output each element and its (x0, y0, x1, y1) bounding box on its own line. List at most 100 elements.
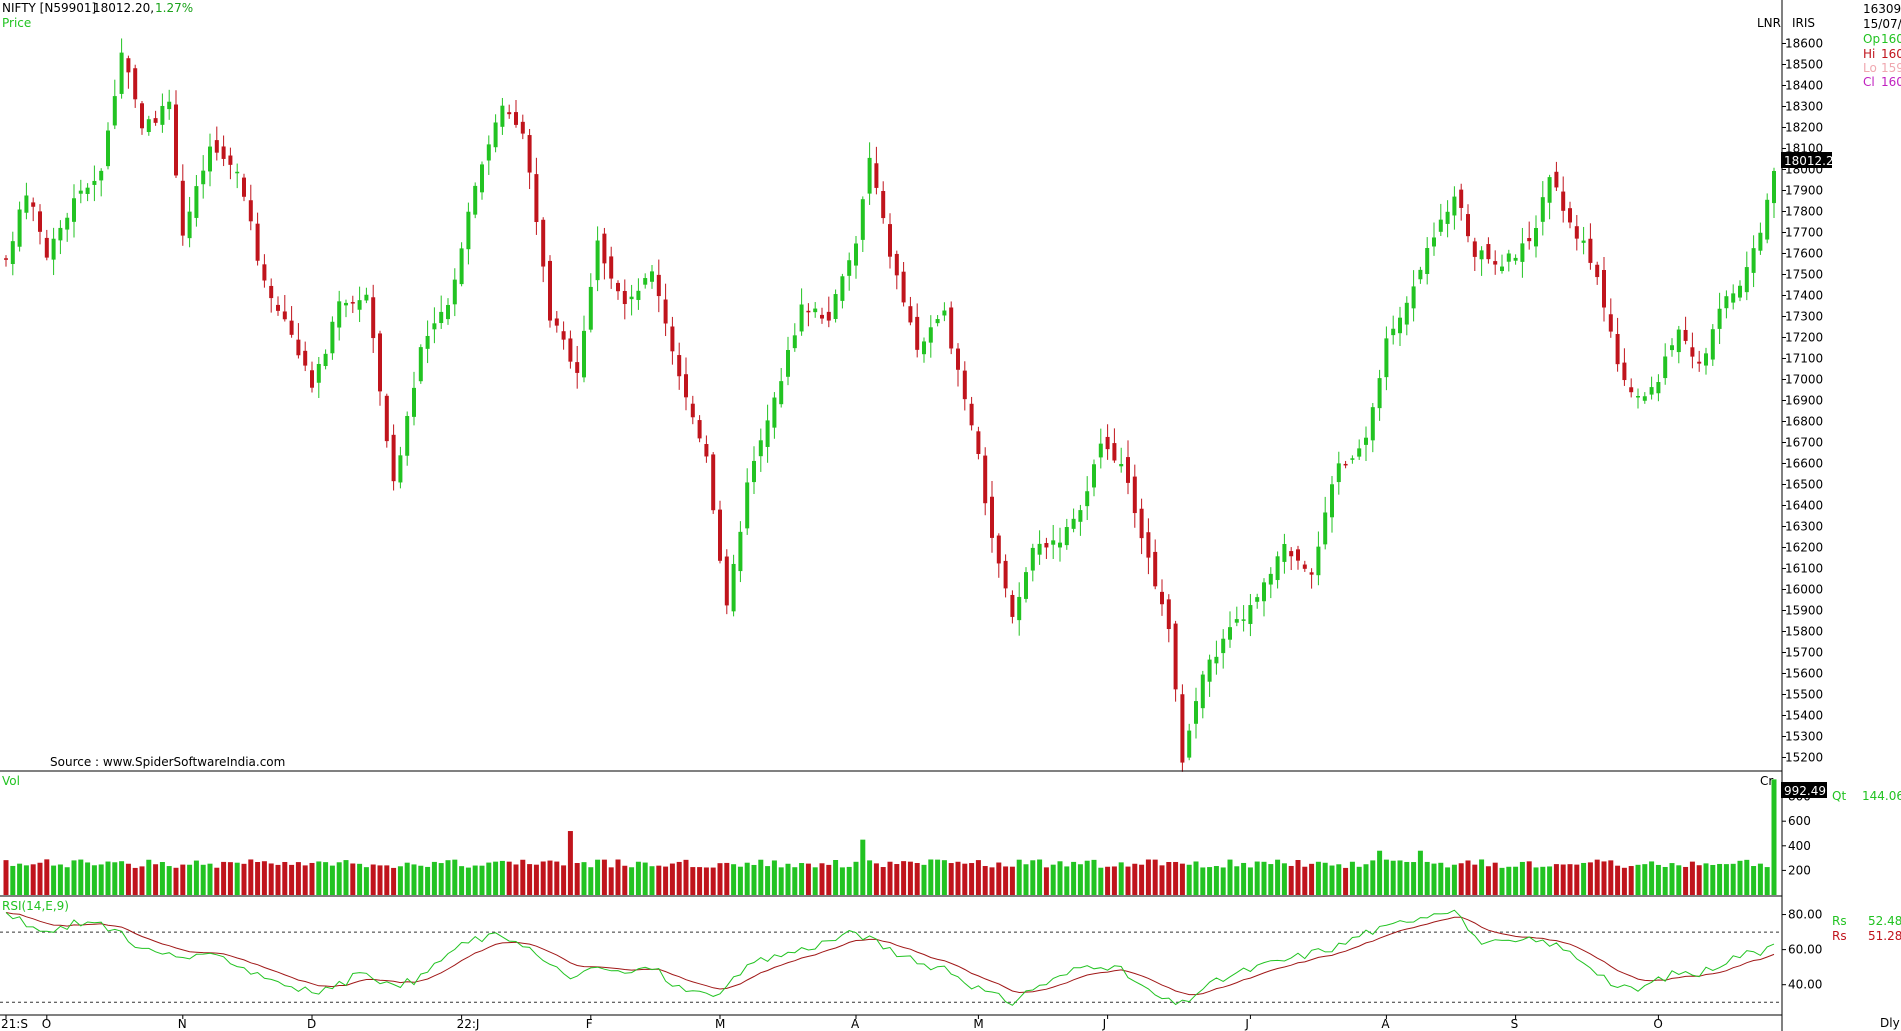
candle-body (146, 119, 151, 133)
volume-bar (506, 861, 512, 895)
volume-bar (173, 867, 179, 895)
iris-tag[interactable]: IRIS (1792, 16, 1815, 30)
candle-body (466, 211, 471, 250)
candle-body (446, 304, 450, 320)
lnr-tag[interactable]: LNR (1757, 16, 1781, 30)
candle-body (282, 311, 287, 320)
candle-body (1513, 257, 1518, 261)
volume-bar (1499, 867, 1505, 895)
candle-body (201, 170, 206, 185)
candle-body (1370, 407, 1375, 441)
qt-value: 144.06 (1862, 789, 1901, 803)
volume-bar (91, 865, 97, 895)
candle-body (1588, 238, 1593, 263)
candle-body (588, 286, 593, 330)
volume-bar (180, 864, 186, 895)
candle-body (1391, 328, 1396, 336)
candle-body (1486, 244, 1491, 260)
volume-bar (1411, 862, 1417, 895)
volume-bar (717, 863, 723, 895)
candle-body (1105, 436, 1110, 450)
volume-bar (792, 867, 798, 895)
candle-body (405, 416, 410, 456)
volume-bar (200, 864, 206, 895)
price-tick-label: 17800 (1785, 205, 1823, 219)
volume-bar (533, 864, 539, 895)
volume-bar (941, 860, 947, 895)
volume-bar (574, 863, 580, 895)
volume-bar (1322, 862, 1328, 895)
price-tick-label: 16900 (1785, 394, 1823, 408)
candle-body (1710, 329, 1715, 360)
volume-bar (1383, 859, 1389, 895)
volume-bar (1417, 850, 1423, 895)
volume-bar (1166, 862, 1172, 895)
volume-bar (799, 863, 805, 895)
candle-body (935, 319, 940, 324)
volume-bar (785, 863, 791, 895)
candle-body (1003, 560, 1008, 589)
volume-bar (1451, 864, 1457, 895)
candle-body (833, 294, 838, 319)
candle-body (1153, 551, 1158, 587)
volume-bar (1118, 862, 1124, 895)
volume-bar (914, 863, 920, 895)
volume-bar (459, 866, 465, 895)
volume-bar (1336, 864, 1342, 895)
candle-body (786, 349, 790, 377)
candle-body (99, 170, 104, 181)
volume-bar (561, 865, 567, 895)
volume-bar (3, 860, 9, 895)
candle-body (17, 209, 22, 247)
volume-bar (1683, 866, 1689, 895)
volume-bar (1071, 861, 1077, 895)
candle-body (1459, 189, 1464, 208)
candle-body (1228, 627, 1232, 640)
candle-body (235, 171, 240, 174)
rsi-value: 52.48 (1868, 914, 1901, 928)
candle-body (1241, 619, 1246, 621)
volume-bar (295, 862, 301, 895)
time-tick-label: 22:J (457, 1017, 480, 1031)
candle-body (1044, 543, 1049, 548)
volume-bar (1479, 859, 1485, 895)
candle-body (1432, 237, 1436, 247)
candle-body (1438, 219, 1443, 232)
volume-bar (880, 867, 886, 895)
price-tick-label: 17600 (1785, 247, 1823, 261)
candle-body (1540, 197, 1545, 222)
time-tick-label: A (851, 1017, 860, 1031)
candle-body (1275, 556, 1280, 581)
period-label[interactable]: Dly (1880, 1016, 1900, 1030)
candle-body (1085, 491, 1090, 507)
candle-body (1119, 464, 1124, 467)
price-tick-label: 16200 (1785, 541, 1823, 555)
candle-body (609, 256, 614, 279)
candle-body (44, 237, 49, 258)
last-price-label: 18012.20, (93, 1, 154, 15)
candle-body (276, 304, 280, 311)
volume-bar (1730, 863, 1736, 895)
volume-bar (302, 865, 308, 895)
time-tick-label: S (1511, 1017, 1519, 1031)
volume-bar (343, 860, 349, 895)
volume-bar (1295, 859, 1301, 895)
volume-bar (57, 864, 63, 895)
volume-bar (1587, 862, 1593, 895)
volume-bar (1533, 867, 1539, 895)
candle-body (31, 202, 36, 207)
candle-body (643, 278, 648, 285)
candle-body (650, 271, 654, 282)
candle-body (1568, 208, 1572, 223)
volume-bar (1288, 865, 1294, 895)
candle-body (1064, 527, 1069, 546)
candle-body (969, 403, 974, 426)
candle-body (758, 440, 763, 457)
candle-body (1282, 543, 1287, 562)
candle-body (1622, 362, 1627, 381)
volume-bar (975, 860, 981, 895)
candle-body (854, 243, 858, 266)
price-tick-label: 17200 (1785, 331, 1823, 345)
candle-body (1323, 512, 1328, 545)
volume-bar (275, 864, 281, 895)
